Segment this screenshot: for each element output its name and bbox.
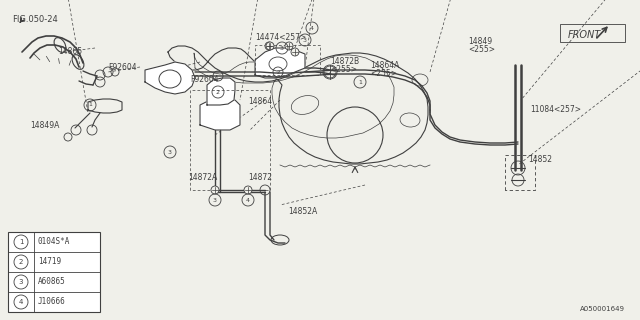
- Text: 4: 4: [19, 299, 23, 305]
- Text: 14872B: 14872B: [330, 58, 359, 67]
- Text: 3: 3: [213, 197, 217, 203]
- Bar: [8, 232, 100, 312]
- Text: 14865: 14865: [58, 47, 82, 57]
- Text: 3: 3: [168, 149, 172, 155]
- Text: 14852: 14852: [528, 156, 552, 164]
- Text: 14852A: 14852A: [288, 207, 317, 217]
- Text: 11084<257>: 11084<257>: [530, 106, 581, 115]
- Bar: [560, 24, 625, 42]
- Text: F92604: F92604: [190, 76, 219, 84]
- Text: <255>: <255>: [330, 66, 357, 75]
- Text: 2: 2: [19, 259, 23, 265]
- Text: 4: 4: [246, 197, 250, 203]
- Text: 14719: 14719: [38, 258, 61, 267]
- Text: 3: 3: [280, 45, 284, 51]
- Text: 14872A: 14872A: [188, 173, 217, 182]
- Text: A050001649: A050001649: [580, 306, 625, 312]
- Text: A60865: A60865: [38, 277, 66, 286]
- Text: 2: 2: [216, 90, 220, 94]
- Polygon shape: [145, 62, 195, 94]
- Text: 2: 2: [328, 69, 332, 75]
- Text: 14849A: 14849A: [30, 121, 60, 130]
- Text: 0104S*A: 0104S*A: [38, 237, 70, 246]
- Text: FIG.050-24: FIG.050-24: [12, 15, 58, 24]
- Circle shape: [244, 186, 252, 194]
- Text: FRONT: FRONT: [568, 30, 601, 40]
- Text: 14864A: 14864A: [370, 60, 399, 69]
- Text: 14849: 14849: [468, 37, 492, 46]
- Text: 1: 1: [358, 79, 362, 84]
- Circle shape: [265, 42, 273, 50]
- Circle shape: [291, 48, 299, 56]
- Text: 3: 3: [303, 37, 307, 43]
- Text: 14864: 14864: [248, 98, 272, 107]
- Circle shape: [211, 186, 219, 194]
- Text: 4: 4: [310, 26, 314, 30]
- Text: F92604: F92604: [108, 63, 136, 73]
- Text: <255>: <255>: [468, 45, 495, 54]
- Circle shape: [266, 42, 274, 50]
- Text: J10666: J10666: [38, 298, 66, 307]
- Text: 14474<257>: 14474<257>: [255, 34, 307, 43]
- Text: 3: 3: [19, 279, 23, 285]
- Polygon shape: [255, 48, 305, 78]
- Polygon shape: [207, 78, 235, 105]
- Text: 1: 1: [19, 239, 23, 245]
- Polygon shape: [200, 100, 240, 130]
- Text: <255>: <255>: [370, 68, 397, 77]
- Text: 2: 2: [276, 69, 280, 75]
- Text: 14872: 14872: [248, 173, 272, 182]
- Circle shape: [285, 42, 293, 50]
- Text: 1: 1: [88, 102, 92, 108]
